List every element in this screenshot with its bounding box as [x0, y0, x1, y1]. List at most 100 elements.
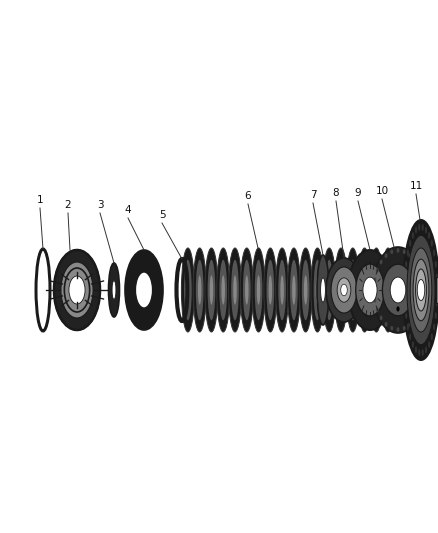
Ellipse shape: [420, 288, 424, 293]
Ellipse shape: [404, 287, 406, 294]
Ellipse shape: [376, 308, 379, 312]
Ellipse shape: [403, 220, 438, 360]
Ellipse shape: [152, 259, 155, 265]
Ellipse shape: [436, 273, 438, 280]
Ellipse shape: [257, 276, 260, 305]
Ellipse shape: [385, 253, 388, 258]
Ellipse shape: [420, 277, 423, 282]
Ellipse shape: [222, 276, 225, 305]
Ellipse shape: [142, 253, 145, 259]
Ellipse shape: [198, 276, 201, 305]
Ellipse shape: [299, 248, 312, 332]
Ellipse shape: [126, 287, 129, 293]
Ellipse shape: [181, 248, 194, 332]
Ellipse shape: [435, 261, 437, 268]
Ellipse shape: [155, 307, 159, 313]
Ellipse shape: [396, 248, 399, 253]
Ellipse shape: [433, 249, 435, 256]
Ellipse shape: [358, 248, 371, 332]
Ellipse shape: [331, 267, 357, 313]
Ellipse shape: [325, 260, 333, 320]
Ellipse shape: [148, 319, 151, 326]
Ellipse shape: [407, 249, 409, 256]
Ellipse shape: [435, 312, 437, 319]
Ellipse shape: [409, 333, 411, 340]
Text: 7: 7: [310, 190, 316, 200]
Ellipse shape: [208, 260, 215, 320]
Ellipse shape: [361, 260, 368, 320]
Ellipse shape: [184, 260, 192, 320]
Text: 4: 4: [125, 205, 131, 215]
Ellipse shape: [219, 260, 227, 320]
Ellipse shape: [417, 308, 420, 312]
Ellipse shape: [245, 276, 248, 305]
Ellipse shape: [409, 322, 411, 327]
Ellipse shape: [372, 260, 380, 320]
Ellipse shape: [390, 326, 393, 330]
Ellipse shape: [266, 260, 274, 320]
Ellipse shape: [413, 316, 417, 320]
Ellipse shape: [321, 278, 325, 302]
Ellipse shape: [417, 279, 425, 301]
Ellipse shape: [373, 288, 375, 293]
Ellipse shape: [415, 227, 417, 233]
Ellipse shape: [278, 260, 286, 320]
Ellipse shape: [404, 300, 406, 306]
Ellipse shape: [231, 260, 239, 320]
Ellipse shape: [412, 232, 414, 239]
Ellipse shape: [127, 276, 130, 282]
Ellipse shape: [229, 248, 241, 332]
Ellipse shape: [252, 248, 265, 332]
Ellipse shape: [127, 297, 130, 304]
Ellipse shape: [405, 261, 407, 268]
Ellipse shape: [255, 260, 262, 320]
Ellipse shape: [196, 260, 204, 320]
Ellipse shape: [152, 314, 155, 321]
Text: 10: 10: [375, 186, 389, 196]
Ellipse shape: [410, 248, 432, 332]
Ellipse shape: [363, 276, 366, 305]
Ellipse shape: [349, 260, 357, 320]
Ellipse shape: [210, 276, 213, 305]
Ellipse shape: [69, 276, 85, 304]
Ellipse shape: [370, 248, 383, 332]
Ellipse shape: [54, 250, 100, 330]
Text: 9: 9: [355, 188, 361, 198]
Ellipse shape: [404, 273, 406, 280]
Ellipse shape: [135, 272, 152, 308]
Ellipse shape: [112, 280, 116, 300]
Ellipse shape: [280, 276, 284, 305]
Ellipse shape: [425, 346, 427, 353]
Ellipse shape: [407, 236, 435, 345]
Ellipse shape: [380, 260, 382, 264]
Ellipse shape: [385, 322, 388, 327]
Ellipse shape: [292, 276, 296, 305]
Bar: [436, 277, 438, 303]
Ellipse shape: [341, 284, 347, 296]
Ellipse shape: [428, 232, 430, 239]
Ellipse shape: [431, 240, 433, 247]
Ellipse shape: [337, 260, 345, 320]
Ellipse shape: [264, 248, 277, 332]
Ellipse shape: [328, 276, 331, 305]
Ellipse shape: [409, 253, 411, 258]
Ellipse shape: [374, 298, 376, 303]
Ellipse shape: [403, 326, 406, 330]
Ellipse shape: [374, 277, 376, 282]
Ellipse shape: [413, 259, 429, 321]
Ellipse shape: [363, 277, 377, 303]
Ellipse shape: [125, 250, 163, 330]
Ellipse shape: [390, 249, 393, 254]
Ellipse shape: [348, 250, 392, 330]
Ellipse shape: [413, 260, 417, 264]
Ellipse shape: [311, 248, 324, 332]
Ellipse shape: [422, 224, 424, 231]
Ellipse shape: [138, 254, 141, 261]
Text: 1: 1: [37, 195, 43, 205]
Ellipse shape: [409, 240, 411, 247]
Ellipse shape: [380, 316, 382, 320]
Ellipse shape: [346, 248, 359, 332]
Ellipse shape: [384, 260, 392, 320]
Text: 5: 5: [159, 210, 165, 220]
Text: 11: 11: [410, 181, 423, 191]
